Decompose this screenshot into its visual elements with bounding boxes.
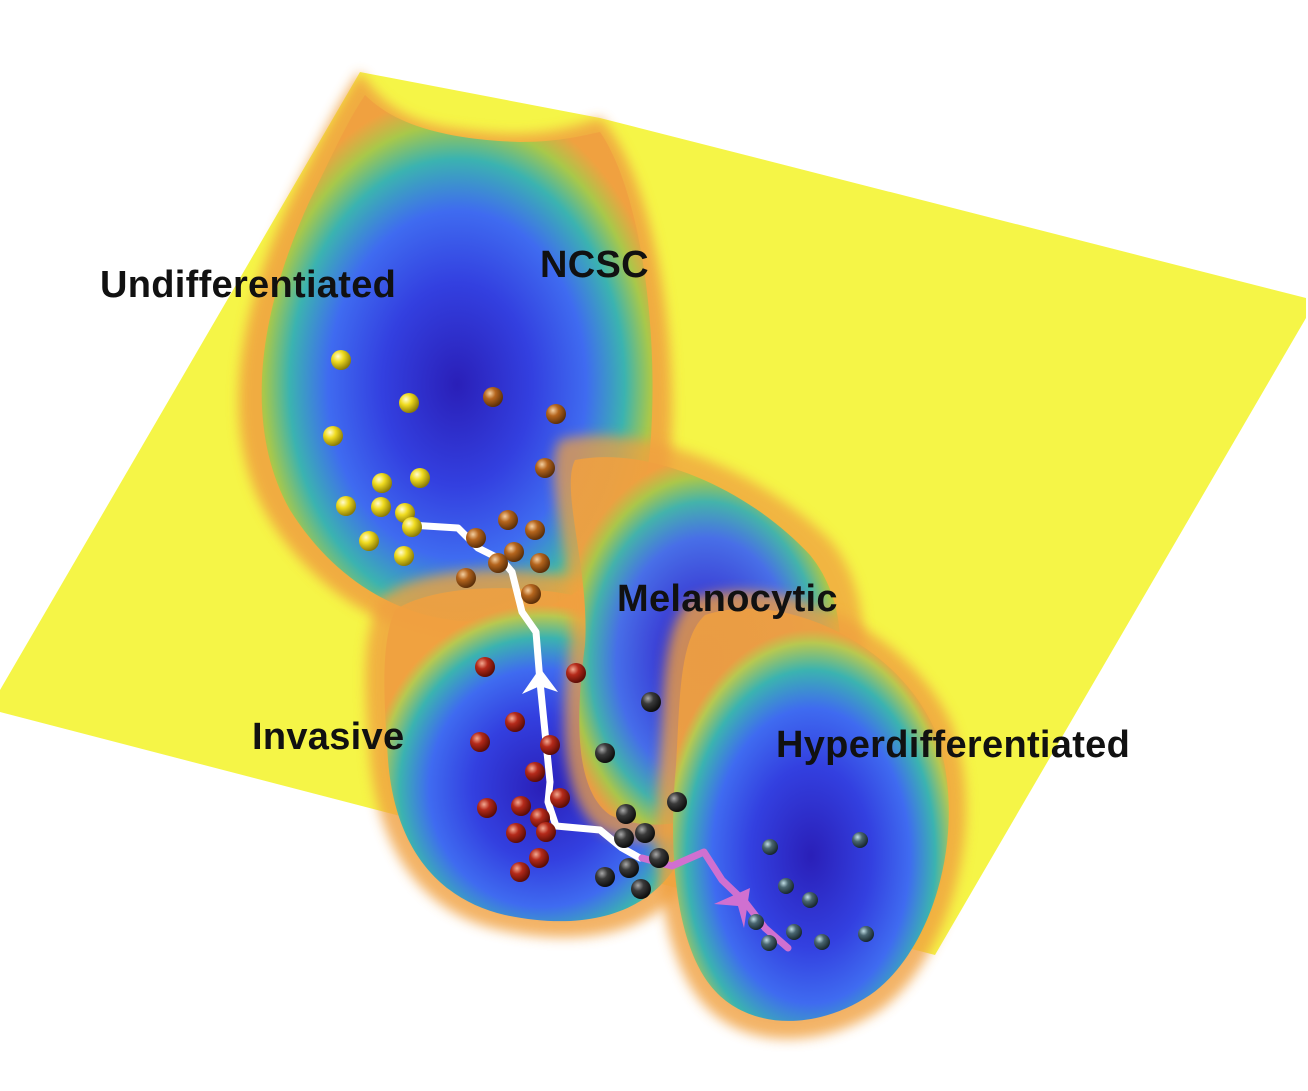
cell-hyperdifferentiated <box>778 878 794 894</box>
cell-ncsc <box>483 387 503 407</box>
cell-invasive <box>505 712 525 732</box>
branch-trajectory <box>638 848 792 952</box>
cell-melanocytic <box>614 828 634 848</box>
label-melanocytic: Melanocytic <box>617 578 838 620</box>
cell-invasive <box>470 732 490 752</box>
cell-invasive <box>529 848 549 868</box>
cell-ncsc <box>456 568 476 588</box>
cell-melanocytic <box>631 879 651 899</box>
trajectories <box>406 521 792 952</box>
branch-trajectory-arrowhead <box>714 888 750 928</box>
cell-hyperdifferentiated <box>802 892 818 908</box>
cell-undifferentiated <box>394 546 414 566</box>
cell-invasive <box>511 796 531 816</box>
cell-invasive <box>477 798 497 818</box>
cell-invasive <box>475 657 495 677</box>
cell-invasive <box>536 822 556 842</box>
label-hyperdifferentiated: Hyperdifferentiated <box>776 724 1131 766</box>
cell-ncsc <box>546 404 566 424</box>
cell-hyperdifferentiated <box>761 935 777 951</box>
cell-ncsc <box>498 510 518 530</box>
cell-undifferentiated <box>372 473 392 493</box>
cell-ncsc <box>488 553 508 573</box>
cell-undifferentiated <box>359 531 379 551</box>
cell-ncsc <box>525 520 545 540</box>
cell-hyperdifferentiated <box>852 832 868 848</box>
cell-invasive <box>506 823 526 843</box>
cell-melanocytic <box>619 858 639 878</box>
cell-hyperdifferentiated <box>814 934 830 950</box>
cell-hyperdifferentiated <box>762 839 778 855</box>
label-ncsc: NCSC <box>540 244 649 286</box>
cell-melanocytic <box>595 743 615 763</box>
cell-undifferentiated <box>323 426 343 446</box>
cell-ncsc <box>521 584 541 604</box>
cell-undifferentiated <box>336 496 356 516</box>
cell-invasive <box>550 788 570 808</box>
cell-melanocytic <box>649 848 669 868</box>
label-undifferentiated: Undifferentiated <box>100 264 397 306</box>
cell-hyperdifferentiated <box>858 926 874 942</box>
cell-hyperdifferentiated <box>786 924 802 940</box>
cell-melanocytic <box>595 867 615 887</box>
cell-undifferentiated <box>402 517 422 537</box>
label-invasive: Invasive <box>252 716 405 758</box>
cell-invasive <box>510 862 530 882</box>
cell-invasive <box>540 735 560 755</box>
cell-invasive <box>566 663 586 683</box>
cell-ncsc <box>504 542 524 562</box>
cell-invasive <box>525 762 545 782</box>
main-trajectory-arrowhead <box>522 668 558 694</box>
cells <box>323 350 874 951</box>
cell-melanocytic <box>641 692 661 712</box>
cell-ncsc <box>466 528 486 548</box>
cell-undifferentiated <box>399 393 419 413</box>
cell-hyperdifferentiated <box>748 914 764 930</box>
cell-melanocytic <box>616 804 636 824</box>
cell-undifferentiated <box>331 350 351 370</box>
cell-undifferentiated <box>371 497 391 517</box>
cell-melanocytic <box>667 792 687 812</box>
cell-melanocytic <box>635 823 655 843</box>
cell-ncsc <box>530 553 550 573</box>
cell-ncsc <box>535 458 555 478</box>
cell-undifferentiated <box>410 468 430 488</box>
